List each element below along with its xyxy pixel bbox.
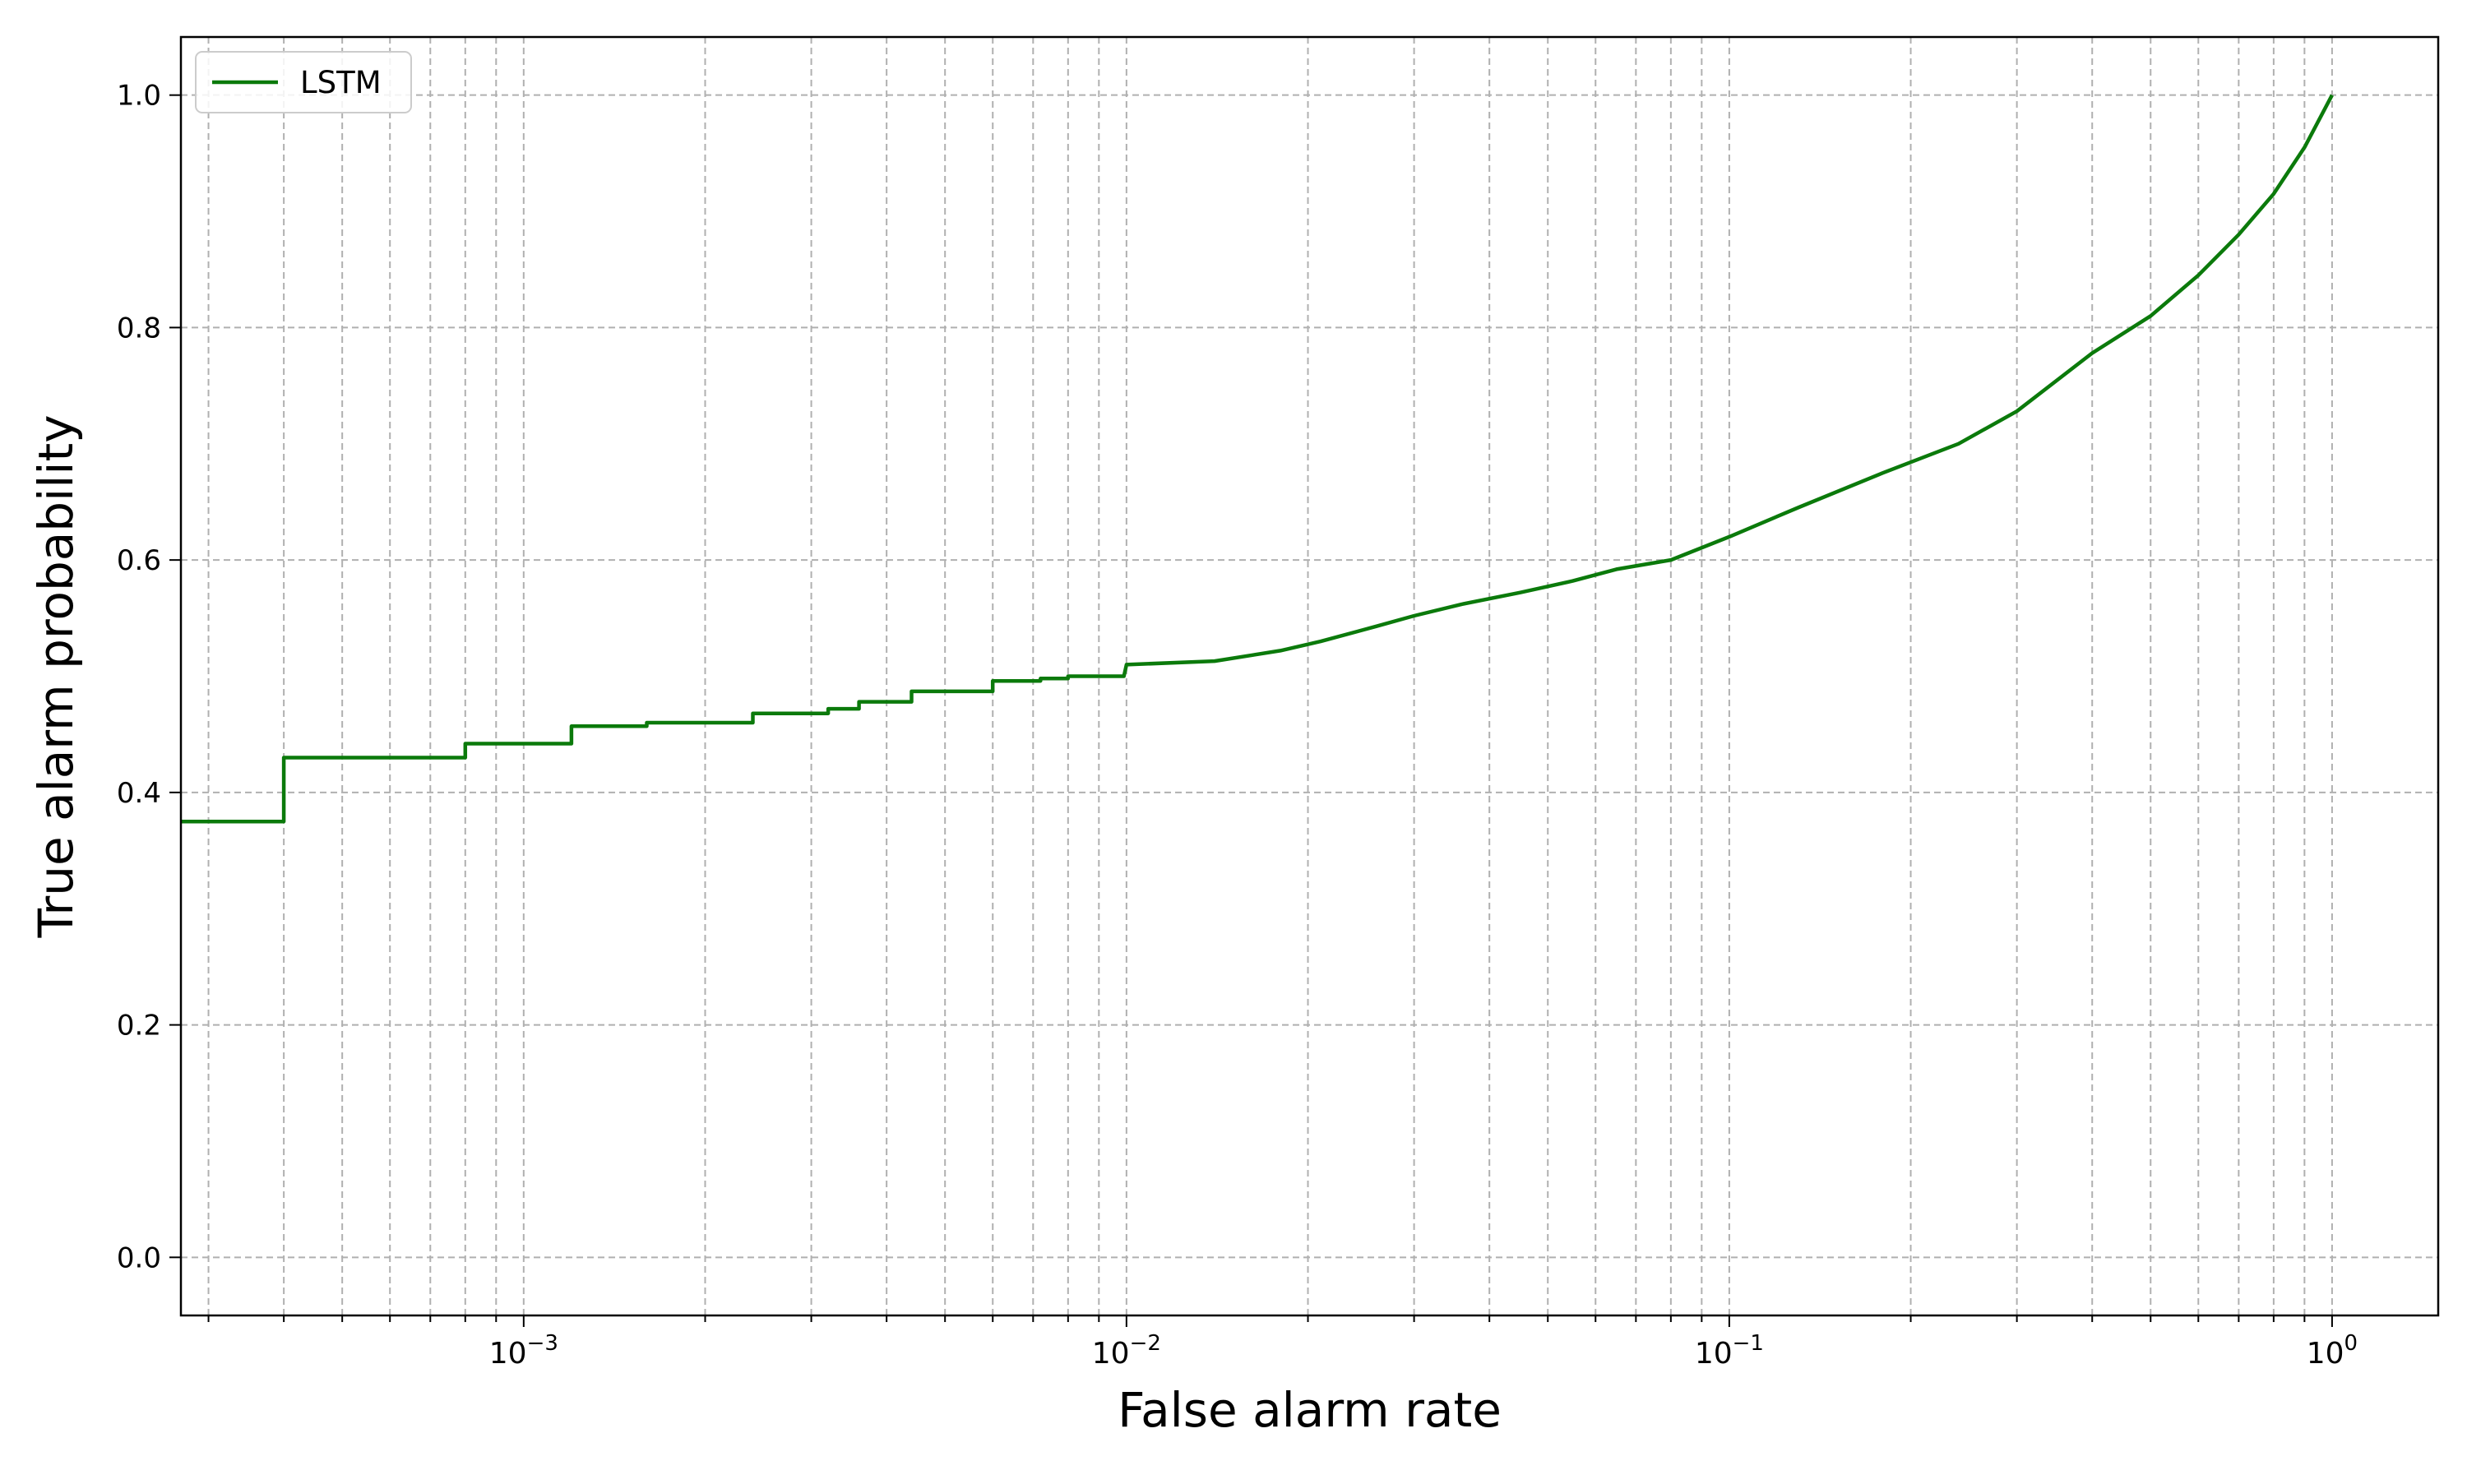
plot-frame — [179, 35, 2440, 1317]
y-axis-label: True alarm probability — [28, 414, 84, 938]
x-axis-label: False alarm rate — [1118, 1382, 1502, 1438]
y-tick-label: 0.2 — [117, 1010, 161, 1042]
y-tick-label: 0.0 — [117, 1241, 161, 1274]
y-tick-label: 1.0 — [117, 80, 161, 113]
y-tick-label: 0.4 — [117, 777, 161, 810]
x-tick-label: 10−3 — [489, 1331, 558, 1371]
data-layer — [181, 94, 2334, 824]
y-tick-label: 0.6 — [117, 544, 161, 577]
legend-box — [195, 51, 412, 113]
tick-layer: 10−3 10−2 10−1 100 0.0 0.2 0.4 0.6 0.8 1.0 — [117, 80, 2358, 1371]
x-tick-label: 100 — [2307, 1331, 2358, 1371]
x-tick-label: 10−2 — [1092, 1331, 1161, 1371]
grid-layer — [181, 37, 2438, 1315]
legend: LSTM — [195, 51, 412, 113]
y-tick-label: 0.8 — [117, 312, 161, 344]
legend-label: LSTM — [300, 65, 382, 100]
x-tick-label: 10−1 — [1695, 1331, 1764, 1371]
series-line-lstm — [181, 94, 2334, 824]
